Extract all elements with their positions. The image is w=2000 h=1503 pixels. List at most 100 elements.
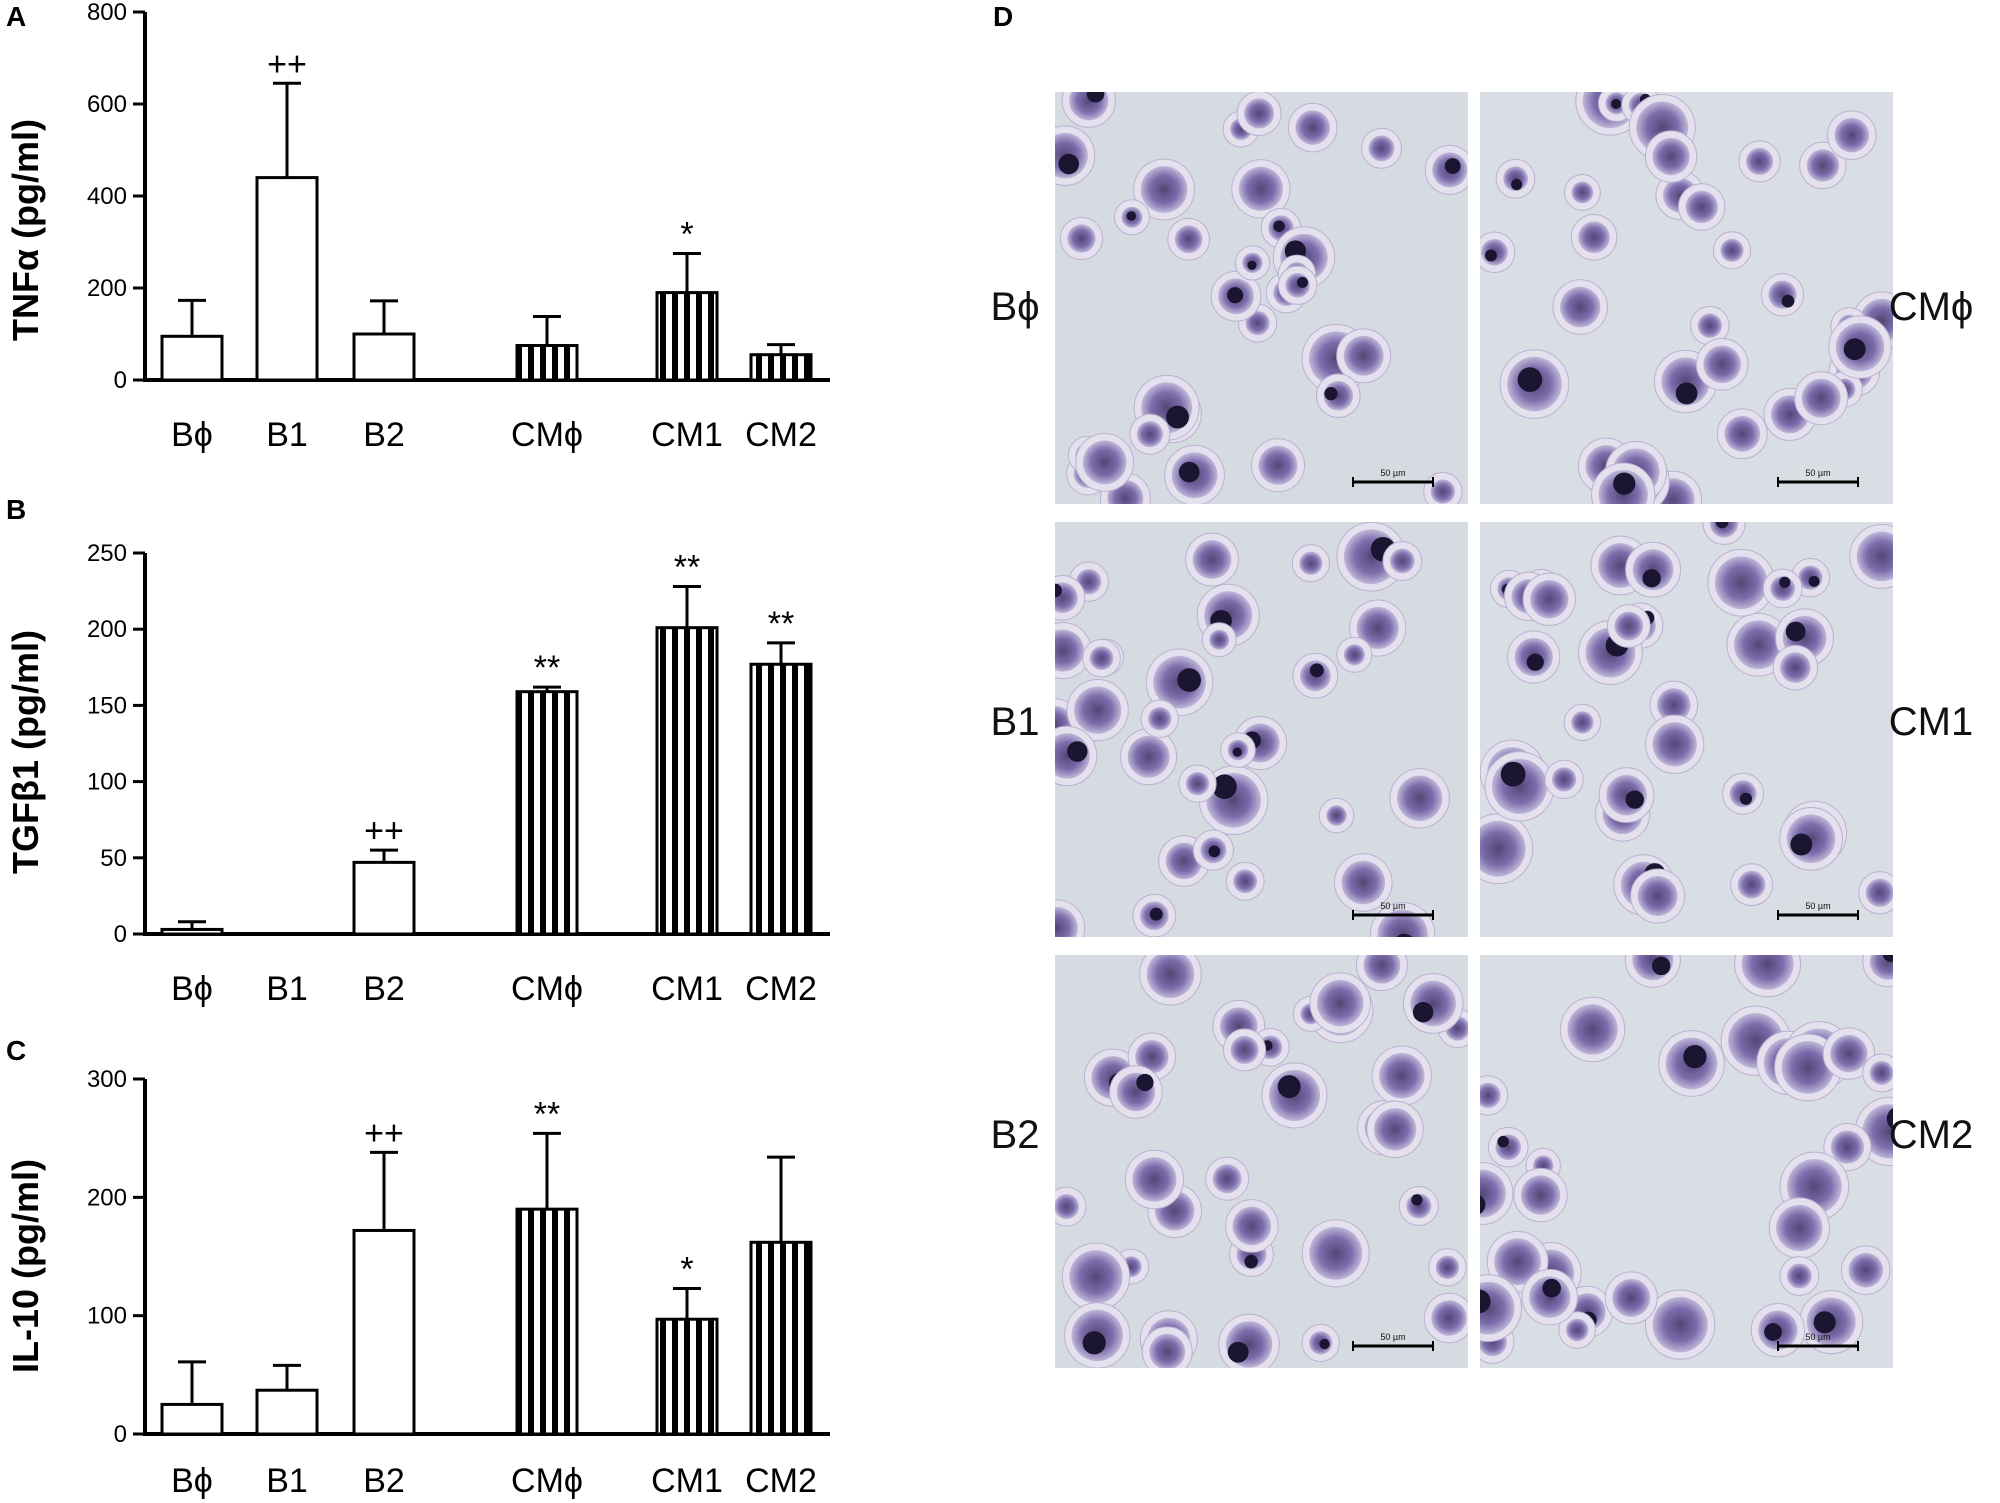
cell-nucleus	[1781, 294, 1795, 308]
cell	[1865, 878, 1893, 907]
category-label: Bϕ	[171, 970, 213, 1008]
cell	[1069, 92, 1109, 121]
bar-1	[160, 334, 224, 382]
y-axis-label: IL-10 (pg/ml)	[5, 1159, 46, 1373]
cell	[1724, 415, 1761, 452]
cell-nucleus	[1739, 792, 1753, 805]
cell	[1069, 1250, 1123, 1304]
y-tick-label: 800	[87, 0, 127, 26]
cell-nucleus	[1651, 956, 1671, 976]
y-tick-label: 0	[114, 1421, 127, 1448]
cell	[1565, 1318, 1589, 1342]
cell	[1127, 735, 1170, 778]
bar-6	[749, 662, 813, 936]
bar-6	[749, 1240, 813, 1436]
micrograph-b2: 50 µm	[1055, 955, 1468, 1368]
cell-nucleus	[1790, 833, 1813, 856]
significance-label: *	[680, 1250, 693, 1288]
cell	[1140, 166, 1188, 213]
micrograph-label-b2: B2	[991, 1113, 1040, 1157]
cell-nucleus	[1244, 1254, 1258, 1269]
cell	[1309, 1226, 1363, 1280]
cell	[1174, 225, 1203, 254]
cell	[1781, 1041, 1835, 1094]
category-label: CM2	[745, 970, 817, 1008]
cell	[1551, 767, 1577, 792]
significance-label: **	[534, 649, 560, 687]
micrograph-b-phi: 50 µm	[1055, 92, 1468, 504]
cell-nucleus	[1396, 933, 1413, 937]
significance-label: ++	[267, 45, 307, 83]
cell	[1089, 646, 1114, 671]
cell-nucleus	[1526, 653, 1544, 671]
cell	[1530, 580, 1569, 619]
cell-nucleus	[1058, 153, 1079, 175]
cell	[1055, 629, 1085, 672]
y-tick-label: 400	[87, 183, 127, 210]
cell-nucleus	[1611, 98, 1622, 109]
cell	[1714, 556, 1768, 610]
cell	[1368, 135, 1395, 162]
cell-nucleus	[1785, 621, 1806, 642]
cell-nucleus	[1166, 405, 1189, 429]
micrograph-cm-phi: 50 µm	[1480, 92, 1893, 504]
cell	[1074, 686, 1122, 734]
cell	[1737, 870, 1766, 899]
bar-5	[655, 291, 719, 382]
category-label: CM2	[745, 416, 817, 454]
bar-5	[655, 626, 719, 936]
cell-nucleus	[1227, 287, 1244, 304]
bar-5	[655, 1317, 719, 1436]
cell	[1612, 1278, 1651, 1317]
cell-nucleus	[1055, 583, 1062, 598]
cell-nucleus	[1247, 260, 1257, 270]
micrograph-label-cm1: CM1	[1889, 700, 1973, 744]
bar-4	[515, 1207, 579, 1436]
cell	[1786, 1263, 1812, 1289]
cell-nucleus	[1882, 955, 1893, 962]
cell	[1326, 805, 1347, 826]
scale-bar-label: 50 µm	[1380, 1332, 1405, 1342]
cell	[1185, 771, 1210, 796]
micrograph-label-b1: B1	[991, 700, 1040, 744]
cell-nucleus	[1177, 668, 1202, 692]
cell	[1567, 1004, 1618, 1055]
micrograph-b1: 50 µm	[1055, 522, 1468, 937]
bar-1	[160, 927, 224, 936]
cell	[1480, 820, 1526, 877]
y-tick-label: 200	[87, 616, 127, 643]
bar-3	[352, 332, 416, 382]
category-label: B2	[363, 1462, 405, 1500]
scale-bar-label: 50 µm	[1805, 468, 1830, 478]
cell	[1343, 644, 1365, 666]
cell-nucleus	[1324, 387, 1338, 401]
cell	[1082, 440, 1127, 485]
cell	[1055, 906, 1078, 937]
category-label: B1	[266, 970, 308, 1008]
cell	[1245, 310, 1270, 336]
cell-nucleus	[1412, 1001, 1434, 1023]
cell-nucleus	[1886, 1108, 1893, 1130]
cell	[1685, 190, 1718, 224]
cell	[1741, 955, 1794, 990]
panel-letter-c: C	[6, 1035, 26, 1066]
cell	[1869, 1060, 1893, 1085]
cell-nucleus	[1642, 569, 1661, 588]
panel-letter-b: B	[6, 494, 26, 525]
cell	[1830, 1034, 1868, 1073]
category-label: B1	[266, 416, 308, 454]
cell-nucleus	[1208, 845, 1221, 858]
cells	[1055, 92, 1468, 504]
cell	[1233, 869, 1258, 894]
cell-nucleus	[1779, 576, 1791, 588]
cell	[1373, 1108, 1417, 1151]
cell	[1614, 611, 1644, 641]
cell-nucleus	[1715, 522, 1729, 529]
micrograph-cm1: 50 µm	[1480, 522, 1893, 937]
cell	[1258, 445, 1298, 485]
cell	[1834, 117, 1870, 153]
category-label: B2	[363, 416, 405, 454]
cell-nucleus	[1086, 92, 1105, 103]
category-label: Bϕ	[171, 416, 213, 454]
panel-letter-d: D	[993, 1, 1013, 32]
